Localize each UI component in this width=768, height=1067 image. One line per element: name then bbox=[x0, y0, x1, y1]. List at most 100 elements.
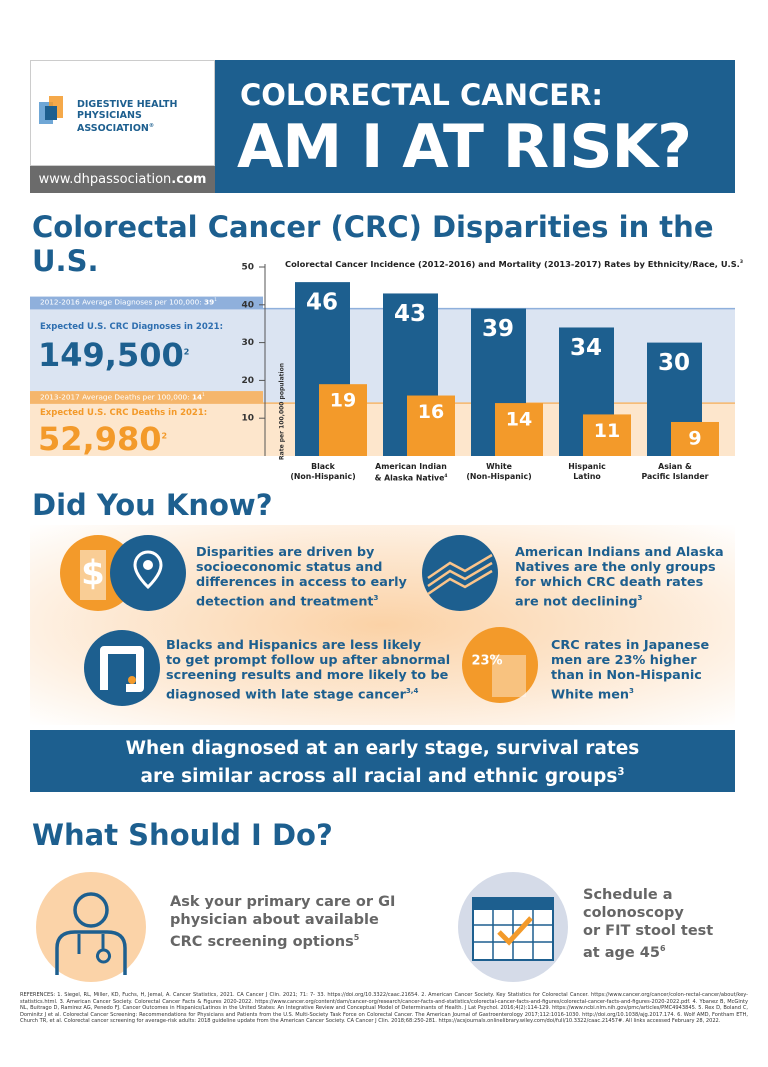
stat-number: 149,500 bbox=[38, 336, 184, 374]
bar bbox=[583, 414, 631, 456]
icon-trend bbox=[422, 535, 498, 611]
reference-value: 14 bbox=[191, 392, 203, 401]
reference-ref: 1 bbox=[214, 297, 217, 303]
action-text: Schedule a colonoscopy or FIT stool test… bbox=[583, 887, 714, 961]
fact-text: American Indians and Alaska Natives are … bbox=[515, 545, 724, 610]
x-tick-label: Hispanic Latino bbox=[537, 462, 637, 482]
reference-label: 2013-2017 Average Deaths per 100,000: 14… bbox=[40, 392, 205, 401]
stat-ref: 2 bbox=[161, 431, 168, 441]
stat-label: Expected U.S. CRC Deaths in 2021: bbox=[40, 408, 208, 418]
y-tick-label: 20 bbox=[241, 376, 254, 386]
logo-box: DIGESTIVE HEALTH PHYSICIANS ASSOCIATION® bbox=[30, 60, 215, 166]
fact-ref: 3 bbox=[637, 593, 643, 602]
logo-line: PHYSICIANS ASSOCIATION® bbox=[77, 110, 214, 134]
fact-text: Blacks and Hispanics are less likely to … bbox=[166, 638, 451, 703]
fact-ref: 3,4 bbox=[405, 686, 419, 695]
section-title: What Should I Do? bbox=[32, 818, 333, 852]
bar bbox=[407, 395, 455, 456]
fact: Blacks and Hispanics are less likely to … bbox=[166, 638, 450, 702]
action-ref: 5 bbox=[353, 933, 360, 942]
fact: American Indians and Alaska Natives are … bbox=[515, 545, 724, 609]
reference-band bbox=[30, 308, 735, 404]
section-title: Colorectal Cancer (CRC) Disparities in t… bbox=[32, 210, 714, 278]
stat-ref: 2 bbox=[183, 347, 190, 357]
title-block: COLORECTAL CANCER: AM I AT RISK? bbox=[215, 60, 735, 193]
fact: CRC rates in Japanese men are 23% higher… bbox=[551, 638, 709, 702]
fact-ref: 3 bbox=[373, 593, 379, 602]
chart-title: Colorectal Cancer Incidence (2012-2016) … bbox=[285, 259, 743, 269]
title-main: AM I AT RISK? bbox=[237, 112, 692, 182]
url-text: www.dhpassociation bbox=[38, 172, 172, 187]
reference-strip bbox=[30, 296, 263, 309]
chart-title-ref: 3 bbox=[739, 260, 744, 266]
logo-line: DIGESTIVE HEALTH bbox=[77, 99, 178, 110]
icon-disparity: $ bbox=[60, 535, 186, 611]
url: www.dhpassociation.com bbox=[30, 166, 215, 193]
bar-label: 9 bbox=[688, 427, 701, 449]
action-ref: 6 bbox=[660, 944, 666, 953]
bar bbox=[671, 421, 719, 456]
chart-title-text: Colorectal Cancer Incidence (2012-2016) … bbox=[285, 259, 740, 269]
reference-value: 39 bbox=[204, 297, 215, 307]
x-tick-text: Black (Non-Hispanic) bbox=[290, 462, 356, 481]
icon-colon bbox=[84, 630, 160, 706]
banner-text: When diagnosed at an early stage, surviv… bbox=[125, 738, 640, 788]
banner-ref: 3 bbox=[617, 767, 625, 778]
y-tick-label: 40 bbox=[241, 300, 254, 310]
title-line: COLORECTAL CANCER: bbox=[240, 78, 604, 112]
reference-label-text: 2012-2016 Average Diagnoses per 100,000: bbox=[40, 297, 202, 307]
bar-label: 39 bbox=[482, 316, 514, 342]
stat-number: 52,980 bbox=[38, 420, 162, 458]
icon-percent: 23% bbox=[462, 627, 538, 703]
svg-text:$: $ bbox=[81, 554, 105, 594]
references: REFERENCES: 1. Siegel, RL, Miller, KD, F… bbox=[20, 992, 748, 1025]
bar-label: 16 bbox=[418, 401, 444, 423]
bar-label: 46 bbox=[306, 290, 338, 316]
x-tick-text: Asian & Pacific Islander bbox=[641, 462, 709, 481]
section-title: Did You Know? bbox=[32, 488, 273, 522]
y-tick-label: 10 bbox=[241, 414, 254, 424]
fact: Disparities are driven by socioeconomic … bbox=[196, 545, 407, 609]
icon-doctor bbox=[36, 872, 146, 982]
reference-strip bbox=[30, 391, 263, 404]
action: Schedule a colonoscopy or FIT stool test… bbox=[583, 886, 713, 962]
reference-label: 2012-2016 Average Diagnoses per 100,000:… bbox=[40, 297, 217, 306]
bar-label: 14 bbox=[506, 409, 532, 431]
x-tick-text: White (Non-Hispanic) bbox=[466, 462, 532, 481]
bar bbox=[319, 384, 367, 456]
bar-label: 11 bbox=[594, 420, 620, 442]
bar-label: 43 bbox=[394, 301, 426, 327]
logo-icon bbox=[39, 96, 63, 124]
x-tick-text: American Indian & Alaska Native bbox=[374, 462, 447, 483]
icon-calendar bbox=[458, 872, 568, 982]
logo-text: DIGESTIVE HEALTH PHYSICIANS ASSOCIATION® bbox=[77, 99, 214, 134]
reference-ref: 1 bbox=[202, 391, 205, 397]
x-tick-label: Asian & Pacific Islander bbox=[625, 462, 725, 482]
fact-text: Disparities are driven by socioeconomic … bbox=[196, 545, 407, 610]
stat-value: 52,9802 bbox=[38, 420, 167, 458]
logo-line-text: PHYSICIANS ASSOCIATION bbox=[77, 110, 149, 135]
bar-label: 30 bbox=[658, 350, 690, 376]
bar-label: 19 bbox=[330, 390, 356, 412]
x-tick-label: Black (Non-Hispanic) bbox=[273, 462, 373, 482]
action-text: Ask your primary care or GI physician ab… bbox=[170, 894, 396, 950]
y-axis-label: Rate per 100,000 population bbox=[279, 363, 286, 460]
fact-ref: 3 bbox=[629, 686, 634, 695]
x-tick-label: American Indian & Alaska Native4 bbox=[361, 462, 461, 484]
icon-percent-text: 23% bbox=[471, 654, 502, 669]
url-suffix: .com bbox=[171, 172, 207, 187]
x-tick-ref: 4 bbox=[444, 474, 448, 479]
chart: 10 20 30 40 50 Rate per 100,000 population 46 1… bbox=[30, 263, 735, 460]
y-tick-label: 30 bbox=[241, 338, 254, 348]
banner: When diagnosed at an early stage, surviv… bbox=[30, 730, 735, 792]
y-tick-label: 50 bbox=[241, 263, 254, 273]
fact-text: CRC rates in Japanese men are 23% higher… bbox=[551, 638, 710, 703]
stat-value: 149,5002 bbox=[38, 336, 189, 374]
stat-label: Expected U.S. CRC Diagnoses in 2021: bbox=[40, 322, 223, 332]
action: Ask your primary care or GI physician ab… bbox=[170, 893, 395, 951]
logo-mark: ® bbox=[148, 123, 155, 129]
bar bbox=[495, 403, 543, 456]
bar-label: 34 bbox=[570, 335, 602, 361]
reference-label-text: 2013-2017 Average Deaths per 100,000: bbox=[40, 392, 190, 401]
